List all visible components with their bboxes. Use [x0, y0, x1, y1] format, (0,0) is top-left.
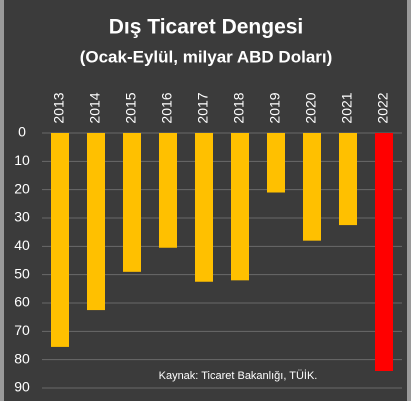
- y-tick-label: 30: [14, 209, 30, 225]
- x-tick-label: 2019: [267, 92, 283, 123]
- y-tick-label: 60: [14, 294, 30, 310]
- y-tick-label: 90: [14, 379, 30, 395]
- x-tick-label: 2021: [339, 92, 355, 123]
- y-tick-label: 10: [14, 152, 30, 168]
- bar: [339, 133, 357, 226]
- chart-subtitle: (Ocak-Eylül, milyar ABD Doları): [80, 47, 333, 66]
- bar: [303, 133, 321, 241]
- bar: [267, 133, 285, 193]
- y-tick-label: 20: [14, 180, 30, 196]
- y-tick-label: 50: [14, 265, 30, 281]
- bar: [159, 133, 177, 248]
- x-tick-label: 2020: [303, 92, 319, 123]
- x-tick-label: 2014: [87, 92, 103, 123]
- bar: [123, 133, 141, 272]
- bar: [375, 133, 393, 371]
- x-tick-label: 2022: [375, 92, 391, 123]
- x-tick-label: 2018: [231, 92, 247, 123]
- y-tick-label: 80: [14, 350, 30, 366]
- x-tick-label: 2015: [123, 92, 139, 123]
- bar: [231, 133, 249, 281]
- x-tick-label: 2016: [159, 92, 175, 123]
- bar: [51, 133, 69, 347]
- y-tick-label: 40: [14, 237, 30, 253]
- chart-title: Dış Ticaret Dengesi: [109, 16, 304, 39]
- annotation: Kaynak: Ticaret Bakanlığı, TÜİK.: [159, 369, 318, 382]
- x-tick-label: 2017: [195, 92, 211, 123]
- y-tick-label: 70: [14, 322, 30, 338]
- bar: [87, 133, 105, 311]
- y-tick-label: 0: [18, 124, 26, 140]
- x-tick-label: 2013: [51, 92, 67, 123]
- bar: [195, 133, 213, 282]
